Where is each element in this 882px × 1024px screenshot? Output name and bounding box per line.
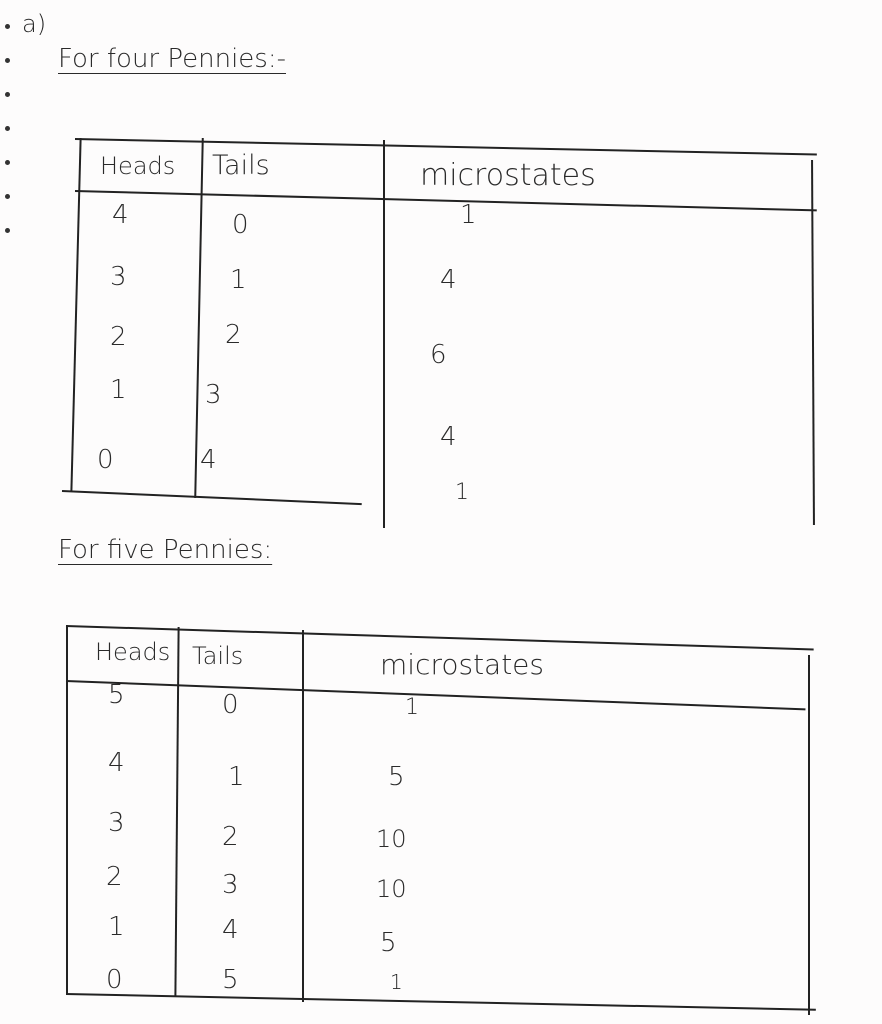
- section-title-five-pennies: For five Pennies:: [58, 535, 273, 565]
- cell-microstates: 10: [376, 875, 407, 903]
- cell-heads: 5: [108, 680, 125, 710]
- table-border: [66, 625, 68, 995]
- margin-dot: [5, 126, 10, 131]
- cell-microstates: 1: [390, 970, 403, 994]
- cell-microstates: 4: [440, 265, 457, 295]
- margin-dot: [5, 58, 10, 63]
- cell-tails: 5: [222, 965, 239, 995]
- col-header-microstates: microstates: [380, 648, 544, 681]
- header-rule: [74, 190, 817, 212]
- table-border: [74, 138, 817, 156]
- cell-heads: 1: [110, 375, 127, 405]
- table-border: [811, 159, 815, 526]
- table-border: [65, 993, 816, 1011]
- cell-tails: 3: [205, 380, 222, 410]
- cell-heads: 2: [110, 322, 127, 352]
- cell-heads: 3: [108, 808, 125, 838]
- col-header-tails: Tails: [192, 642, 244, 670]
- cell-microstates: 1: [455, 480, 469, 505]
- col-header-microstates: microstates: [420, 158, 596, 193]
- cell-tails: 0: [222, 690, 239, 720]
- cell-heads: 4: [108, 748, 125, 778]
- cell-tails: 2: [225, 320, 242, 350]
- column-divider: [383, 140, 385, 528]
- cell-heads: 4: [112, 200, 129, 230]
- cell-heads: 2: [106, 862, 123, 892]
- cell-microstates: 1: [405, 695, 419, 720]
- cell-heads: 0: [106, 965, 123, 995]
- col-header-tails: Tails: [212, 150, 270, 181]
- cell-heads: 3: [110, 262, 127, 292]
- part-label: a): [22, 10, 47, 38]
- cell-microstates: 5: [388, 762, 405, 792]
- col-header-heads: Heads: [100, 152, 176, 180]
- column-divider: [174, 626, 180, 998]
- cell-tails: 4: [222, 915, 239, 945]
- cell-tails: 1: [228, 762, 245, 792]
- cell-microstates: 10: [376, 825, 407, 853]
- table-border: [61, 490, 362, 506]
- cell-heads: 0: [97, 445, 114, 475]
- margin-dot: [5, 228, 10, 233]
- cell-microstates: 6: [430, 340, 447, 370]
- margin-dot: [5, 160, 10, 165]
- cell-tails: 1: [230, 265, 247, 295]
- cell-microstates: 4: [440, 422, 457, 452]
- table-border: [808, 655, 810, 1015]
- cell-tails: 4: [200, 445, 217, 475]
- margin-dot: [5, 24, 10, 29]
- margin-dot: [5, 194, 10, 199]
- cell-heads: 1: [108, 912, 125, 942]
- margin-dot: [5, 92, 10, 97]
- cell-tails: 0: [232, 210, 249, 240]
- column-divider: [194, 138, 204, 498]
- col-header-heads: Heads: [95, 638, 171, 666]
- cell-microstates: 5: [380, 928, 397, 958]
- cell-microstates: 1: [460, 200, 477, 230]
- cell-tails: 2: [222, 822, 239, 852]
- section-title-four-pennies: For four Pennies:-: [58, 44, 286, 74]
- cell-tails: 3: [222, 870, 239, 900]
- column-divider: [302, 630, 304, 1002]
